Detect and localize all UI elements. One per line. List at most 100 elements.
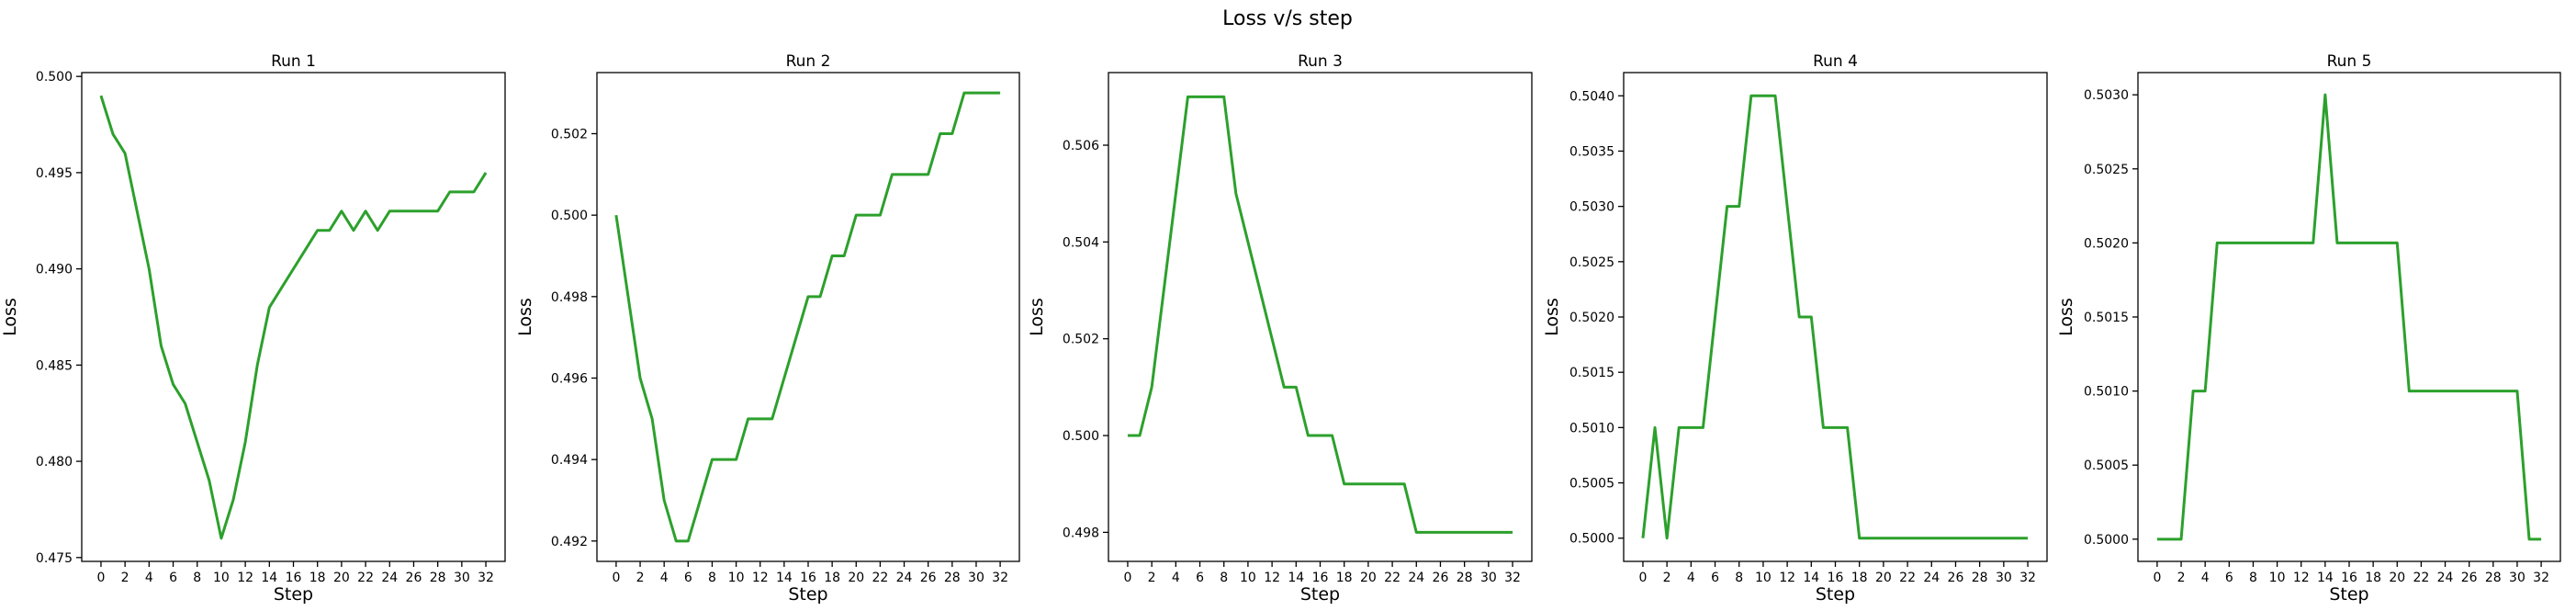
x-tick-label: 30	[454, 571, 470, 585]
x-tick-label: 12	[237, 571, 253, 585]
x-tick-label: 30	[968, 571, 984, 585]
x-tick-label: 18	[824, 571, 840, 585]
x-tick-label: 24	[2437, 571, 2454, 585]
x-tick-label: 32	[992, 571, 1008, 585]
x-tick-label: 32	[1504, 571, 1521, 585]
y-axis-label: Loss	[0, 298, 20, 336]
x-tick-label: 28	[1972, 571, 1988, 585]
y-tick-label: 0.5025	[1569, 255, 1614, 270]
loss-series-line	[1127, 95, 1513, 534]
x-axis-label: Step	[2329, 584, 2368, 605]
y-axis-label: Loss	[515, 298, 535, 336]
x-tick-label: 22	[2413, 571, 2429, 585]
y-tick-label: 0.506	[1063, 139, 1099, 153]
x-tick-label: 6	[2225, 571, 2233, 585]
x-tick-label: 16	[1828, 571, 1844, 585]
y-tick-label: 0.5030	[2084, 88, 2129, 103]
axes-frame	[81, 72, 506, 562]
x-tick-label: 20	[333, 571, 350, 585]
y-tick-label: 0.5020	[1569, 311, 1614, 325]
x-tick-label: 8	[1220, 571, 1228, 585]
y-tick-label: 0.5025	[2084, 163, 2129, 177]
x-tick-label: 22	[357, 571, 374, 585]
x-tick-label: 4	[145, 571, 153, 585]
y-tick-label: 0.5035	[1569, 144, 1614, 159]
y-tick-label: 0.5040	[1569, 89, 1614, 104]
x-tick-label: 24	[1408, 571, 1424, 585]
subplot-run-4: Run 40 2 4 6 8 10 12 14 16 18 20 22 24 26 28 30 320.5000…	[1542, 52, 2048, 605]
x-tick-label: 0	[1638, 571, 1647, 585]
y-tick-label: 0.504	[1063, 235, 1099, 250]
y-tick-label: 0.485	[36, 358, 73, 373]
subplot-run-3: Run 30 2 4 6 8 10 12 14 16 18 20 22 24 26 28 30 320.4980…	[1027, 52, 1533, 605]
loss-series-line	[614, 91, 1001, 543]
y-tick-label: 0.480	[36, 455, 73, 470]
y-axis-label: Loss	[1542, 298, 1562, 336]
x-tick-label: 4	[1172, 571, 1180, 585]
subplot-title: Run 2	[786, 52, 831, 71]
x-tick-label: 2	[1663, 571, 1671, 585]
x-tick-label: 16	[286, 571, 302, 585]
x-tick-label: 24	[381, 571, 398, 585]
x-tick-label: 16	[2341, 571, 2357, 585]
subplot-title: Run 1	[271, 52, 316, 71]
figure-title: Loss v/s step	[1222, 7, 1353, 30]
x-tick-label: 28	[1457, 571, 1473, 585]
x-tick-label: 6	[169, 571, 177, 585]
y-tick-label: 0.5015	[1569, 366, 1614, 380]
x-tick-label: 20	[2389, 571, 2405, 585]
x-tick-label: 24	[1923, 571, 1940, 585]
axes-frame	[1623, 72, 2048, 562]
x-tick-label: 4	[2201, 571, 2210, 585]
x-tick-label: 30	[2509, 571, 2525, 585]
y-tick-label: 0.475	[36, 551, 73, 566]
y-axis-label: Loss	[1027, 298, 1047, 336]
x-tick-label: 12	[1779, 571, 1795, 585]
y-tick-label: 0.496	[551, 372, 588, 387]
x-tick-label: 26	[2461, 571, 2478, 585]
y-tick-label: 0.498	[1063, 526, 1099, 540]
x-tick-label: 18	[2365, 571, 2381, 585]
x-tick-label: 22	[1899, 571, 1916, 585]
x-axis-label: Step	[1300, 584, 1340, 605]
x-tick-label: 0	[2153, 571, 2161, 585]
x-tick-label: 20	[848, 571, 864, 585]
x-tick-label: 10	[728, 571, 745, 585]
y-tick-label: 0.490	[36, 263, 73, 277]
x-tick-label: 0	[1123, 571, 1131, 585]
x-tick-label: 6	[684, 571, 692, 585]
x-tick-label: 8	[1735, 571, 1743, 585]
x-tick-label: 14	[261, 571, 277, 585]
x-tick-label: 12	[752, 571, 769, 585]
x-tick-label: 0	[96, 571, 105, 585]
y-tick-label: 0.5005	[2084, 458, 2129, 473]
y-tick-label: 0.5005	[1569, 477, 1614, 492]
loss-series-line	[99, 95, 488, 540]
y-tick-label: 0.5010	[1569, 421, 1614, 436]
subplot-run-5: Run 50 2 4 6 8 10 12 14 16 18 20 22 24 26 28 30 320.5000…	[2056, 52, 2561, 605]
x-tick-label: 24	[896, 571, 913, 585]
y-tick-label: 0.500	[551, 209, 588, 223]
subplot-title: Run 4	[1813, 52, 1858, 71]
x-tick-label: 32	[2019, 571, 2036, 585]
x-tick-label: 18	[309, 571, 326, 585]
x-tick-label: 14	[1288, 571, 1304, 585]
x-tick-label: 26	[406, 571, 422, 585]
x-tick-label: 12	[2293, 571, 2310, 585]
x-tick-label: 20	[1875, 571, 1892, 585]
x-tick-label: 2	[2177, 571, 2186, 585]
x-tick-label: 22	[1384, 571, 1400, 585]
x-tick-label: 2	[121, 571, 129, 585]
x-tick-label: 4	[1687, 571, 1695, 585]
y-tick-label: 0.500	[36, 70, 73, 85]
x-tick-label: 10	[1755, 571, 1772, 585]
axes-frame	[2137, 72, 2561, 562]
y-tick-label: 0.502	[1063, 333, 1099, 347]
x-tick-label: 10	[2269, 571, 2286, 585]
y-tick-label: 0.5015	[2084, 311, 2129, 325]
y-tick-label: 0.500	[1063, 429, 1099, 444]
loss-series-line	[2156, 93, 2542, 541]
x-tick-label: 28	[2485, 571, 2502, 585]
subplot-run-1: Run 10 2 4 6 8 10 12 14 16 18 20 22 24 26 28 30 320.4750…	[0, 52, 506, 605]
